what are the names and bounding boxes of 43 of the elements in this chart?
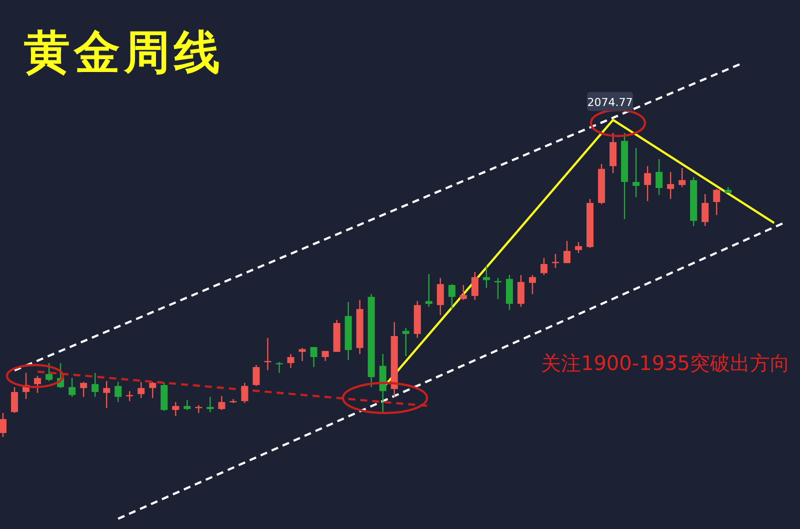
candlestick — [34, 375, 42, 394]
candlestick — [114, 381, 122, 403]
candlestick — [575, 242, 582, 254]
candlestick — [471, 271, 478, 300]
candlestick — [448, 283, 456, 310]
candlestick — [702, 194, 709, 227]
candlestick — [482, 265, 490, 289]
candlestick — [46, 362, 53, 382]
candlestick — [563, 240, 570, 264]
candlestick — [149, 381, 156, 399]
candlestick — [92, 372, 99, 398]
candlestick — [80, 381, 88, 398]
candlestick — [656, 158, 663, 196]
candlestick — [540, 257, 548, 276]
candlestick — [138, 381, 145, 399]
candlestick — [11, 386, 18, 414]
candlestick — [517, 274, 524, 308]
candlestick — [184, 399, 191, 411]
candlestick — [310, 346, 318, 368]
candlestick — [298, 347, 306, 362]
chart-title: 黄金周线 — [24, 25, 224, 79]
candlestick — [678, 167, 686, 188]
candlestick — [287, 353, 294, 369]
candlestick — [241, 382, 248, 404]
candlestick — [218, 395, 226, 411]
candlestick — [713, 188, 720, 216]
candlestick — [0, 412, 6, 438]
annotation: 关注1900-1935突破出方向 — [540, 351, 790, 375]
candlestick — [632, 147, 640, 198]
candlestick — [667, 171, 674, 200]
candlestick — [252, 364, 260, 387]
candlestick — [528, 274, 536, 295]
candlestick — [402, 327, 410, 357]
annotation: 2074.77 — [587, 96, 633, 109]
candlestick — [68, 377, 76, 398]
candlestick — [644, 166, 652, 202]
candlestick — [436, 277, 444, 316]
candlestick — [276, 361, 283, 374]
candlestick — [206, 396, 214, 413]
candlestick — [172, 401, 180, 417]
candlestick — [460, 284, 467, 300]
candlestick — [425, 273, 432, 308]
candlestick — [103, 380, 110, 409]
